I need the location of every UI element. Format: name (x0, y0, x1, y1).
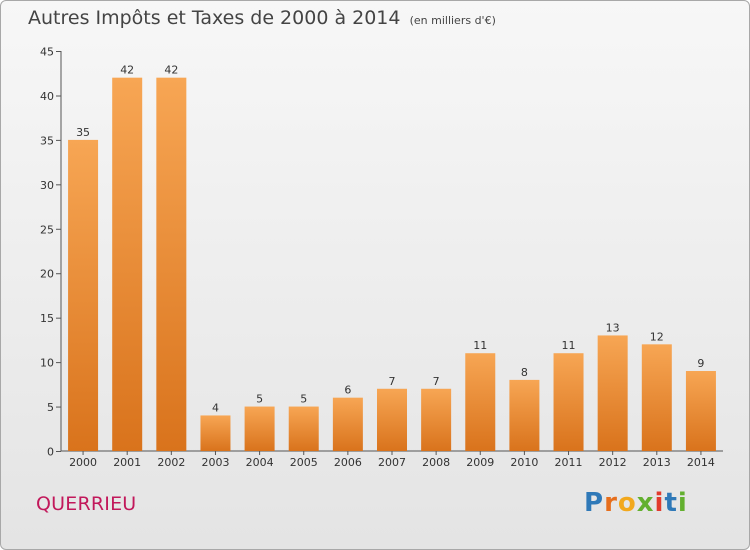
y-tick-label: 5 (47, 401, 54, 414)
x-tick-label: 2007 (378, 456, 406, 469)
y-tick-label: 45 (40, 46, 54, 59)
y-tick-label: 30 (40, 179, 54, 192)
y-tick-label: 20 (40, 268, 54, 281)
y-tick-label: 10 (40, 357, 54, 370)
x-tick-label: 2002 (157, 456, 185, 469)
bar-2003 (200, 415, 231, 451)
bar-value-label: 4 (212, 401, 219, 414)
bar-value-label: 5 (300, 393, 307, 406)
proxiti-logo: Proxiti (584, 488, 688, 518)
x-tick-label: 2012 (599, 456, 627, 469)
bar-value-label: 12 (650, 330, 664, 343)
bar-value-label: 35 (76, 126, 90, 139)
y-tick-label: 25 (40, 223, 54, 236)
x-tick-label: 2011 (555, 456, 583, 469)
logo-letter: o (617, 488, 637, 518)
x-tick-label: 2004 (246, 456, 274, 469)
bar-value-label: 42 (120, 64, 134, 77)
bar-value-label: 7 (389, 375, 396, 388)
chart-unit: (en milliers d'€) (409, 14, 496, 27)
x-tick-label: 2006 (334, 456, 362, 469)
bar-2008 (421, 388, 452, 451)
bar-2014 (685, 371, 716, 451)
bar-2010 (509, 379, 540, 451)
bar-2006 (332, 397, 363, 451)
chart-title-text: Autres Impôts et Taxes de 2000 à 2014 (28, 7, 401, 29)
x-tick-label: 2014 (687, 456, 715, 469)
city-name: QUERRIEU (36, 493, 137, 515)
y-tick-label: 35 (40, 134, 54, 147)
bar-value-label: 7 (433, 375, 440, 388)
y-tick-label: 40 (40, 90, 54, 103)
x-tick-label: 2013 (643, 456, 671, 469)
bar-value-label: 6 (344, 384, 351, 397)
bar-2001 (112, 77, 143, 452)
bar-value-label: 13 (606, 321, 620, 334)
bar-value-label: 11 (562, 339, 576, 352)
bar-2012 (597, 335, 628, 451)
y-tick-label: 0 (47, 446, 54, 459)
bar-2004 (244, 406, 275, 451)
x-tick-label: 2010 (510, 456, 538, 469)
x-tick-label: 2000 (69, 456, 97, 469)
bar-value-label: 8 (521, 366, 528, 379)
logo-letter: i (654, 488, 665, 518)
y-tick-label: 15 (40, 312, 54, 325)
logo-letter: i (677, 488, 688, 518)
bar-2000 (68, 139, 99, 451)
x-tick-label: 2009 (466, 456, 494, 469)
bar-value-label: 5 (256, 393, 263, 406)
x-tick-label: 2003 (201, 456, 229, 469)
bar-value-label: 11 (473, 339, 487, 352)
bar-value-label: 9 (697, 357, 704, 370)
bar-2002 (156, 77, 187, 452)
bar-value-label: 42 (164, 64, 178, 77)
x-tick-label: 2001 (113, 456, 141, 469)
x-tick-label: 2005 (290, 456, 318, 469)
logo-letter: P (584, 488, 605, 518)
bar-2011 (553, 353, 584, 451)
bar-2005 (288, 406, 319, 451)
bar-2009 (465, 353, 496, 451)
logo-letter: t (664, 488, 678, 518)
chart-title: Autres Impôts et Taxes de 2000 à 2014 (e… (28, 7, 496, 29)
logo-letter: x (636, 488, 655, 518)
logo-letter: r (604, 488, 618, 518)
x-tick-label: 2008 (422, 456, 450, 469)
bar-2013 (641, 344, 672, 451)
bar-2007 (377, 388, 407, 451)
